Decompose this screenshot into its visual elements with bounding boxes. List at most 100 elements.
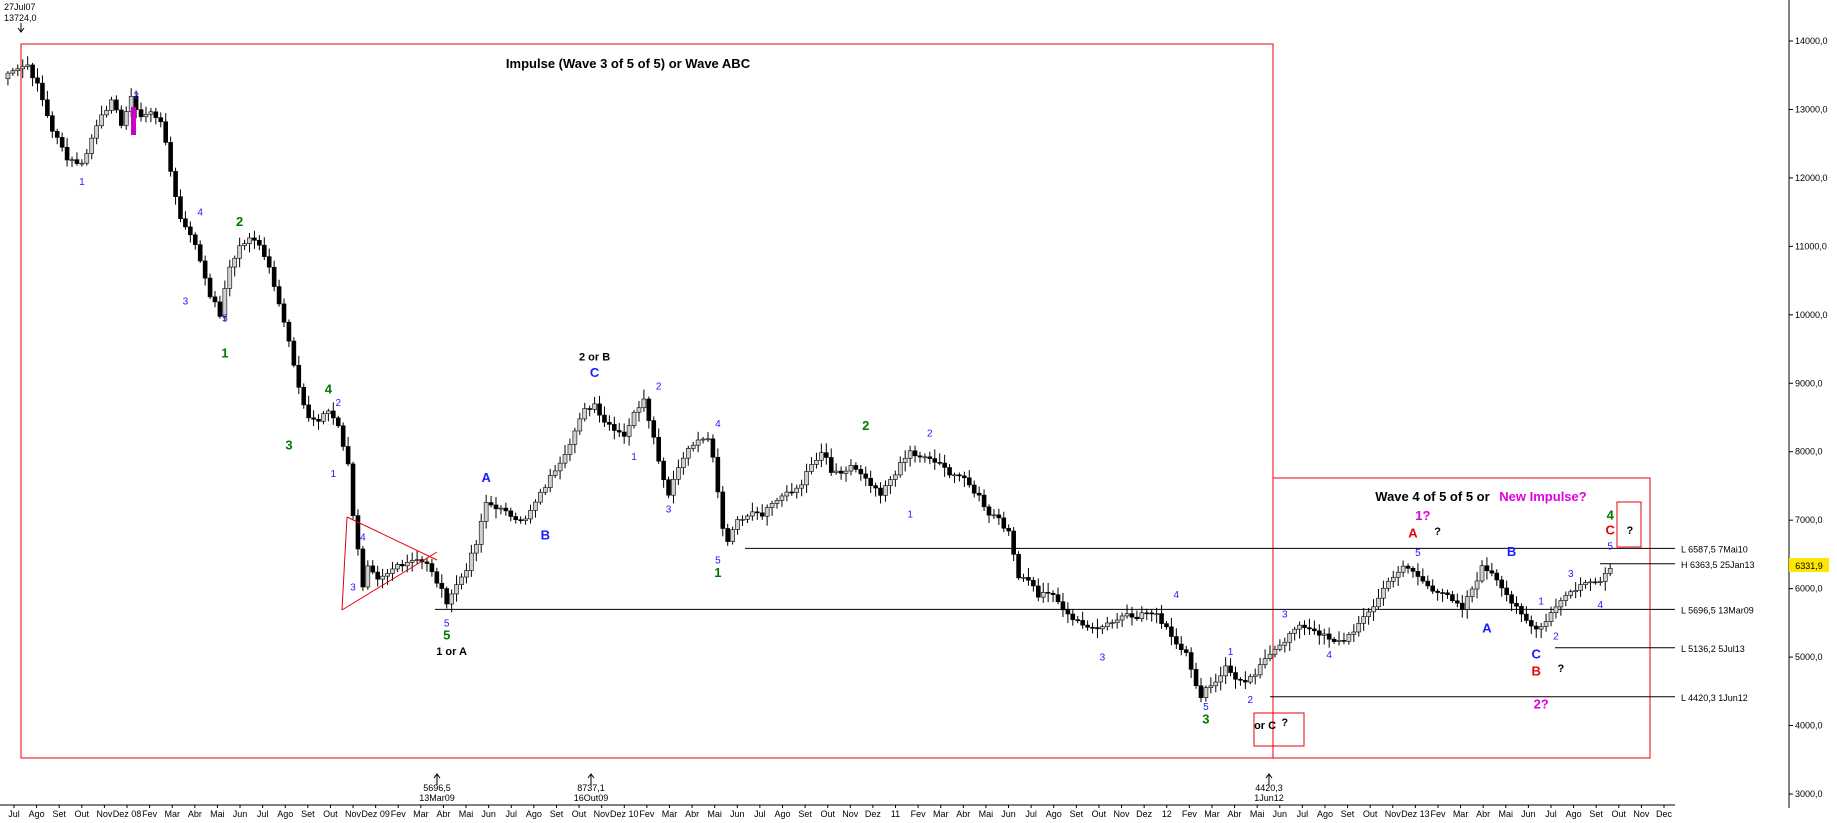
- candle-body: [1607, 568, 1613, 574]
- y-tick-label: 6000,0: [1795, 584, 1823, 594]
- bottom-value-2: 8737,1: [577, 783, 605, 793]
- candle-body: [518, 519, 523, 521]
- candle-body: [1489, 570, 1495, 574]
- candle-body: [814, 459, 819, 465]
- y-tick-label: 12000,0: [1795, 173, 1828, 183]
- candles: [5, 56, 1613, 703]
- candle-body: [286, 321, 292, 342]
- x-tick-label: Nov: [1633, 809, 1650, 819]
- candle-body: [1238, 678, 1243, 681]
- x-tick-label: Nov: [594, 809, 611, 819]
- x-tick-label: Nov: [345, 809, 362, 819]
- wave-label: 1?: [1415, 508, 1430, 523]
- x-tick-label: Dez 10: [610, 809, 639, 819]
- wave4c-box: [1616, 501, 1642, 548]
- candle-body: [488, 502, 494, 506]
- candle-body: [1415, 571, 1421, 577]
- x-tick-label: Nov: [1385, 809, 1402, 819]
- wave-label: B: [1532, 664, 1541, 679]
- x-tick-label: Jun: [730, 809, 745, 819]
- candle-body: [395, 564, 400, 570]
- wave-label: 2: [236, 214, 243, 229]
- candle-body: [266, 256, 272, 268]
- candle-body: [1193, 669, 1199, 687]
- candle-body: [1262, 658, 1268, 665]
- candle-body: [1583, 582, 1588, 585]
- top-date: 27Jul07: [4, 2, 36, 12]
- x-tick-label: Jul: [257, 809, 269, 819]
- candle-body: [1114, 619, 1120, 623]
- candle-body: [498, 507, 504, 510]
- candle-body: [1154, 613, 1159, 615]
- candle-body: [1065, 609, 1071, 615]
- wave-label: 2: [1553, 631, 1559, 642]
- or-c-box: [1253, 712, 1305, 747]
- x-tick-label: Mar: [1204, 809, 1220, 819]
- candle-body: [720, 491, 726, 529]
- candle-body: [454, 584, 459, 595]
- x-tick-label: Out: [75, 809, 90, 819]
- candle-body: [897, 462, 903, 476]
- x-tick-label: Out: [572, 809, 587, 819]
- candle-body: [291, 340, 297, 366]
- candle-body: [261, 244, 267, 257]
- candle-body: [1351, 631, 1357, 635]
- candle-body: [1514, 602, 1519, 607]
- wave-label: ?: [1281, 717, 1288, 729]
- x-tick-label: Mar: [662, 809, 678, 819]
- candle-body: [937, 462, 943, 464]
- candle-body: [1055, 594, 1061, 603]
- candle-body: [1573, 590, 1578, 592]
- wave-label: 3: [1282, 609, 1288, 620]
- bottom-arrow-2: [587, 773, 595, 785]
- candle-body: [1366, 611, 1371, 617]
- x-tick-label: Jun: [1272, 809, 1287, 819]
- candle-body: [84, 153, 90, 164]
- y-tick-label: 11000,0: [1795, 241, 1827, 251]
- candle-body: [819, 452, 824, 461]
- candle-body: [429, 563, 435, 573]
- wave-label: 1 or A: [436, 646, 467, 658]
- candle-body: [1509, 594, 1514, 604]
- wave-label: ?: [1558, 663, 1565, 675]
- candle-body: [192, 234, 198, 245]
- wave-label: 4: [1326, 650, 1332, 661]
- candle-body: [183, 218, 188, 228]
- wave-label: 1: [631, 452, 637, 463]
- candle-body: [1317, 630, 1322, 636]
- x-tick-label: Jun: [233, 809, 248, 819]
- x-tick-label: Ago: [526, 809, 542, 819]
- x-tick-label: Ago: [1317, 809, 1333, 819]
- candle-body: [1563, 595, 1569, 601]
- x-tick-label: Jun: [481, 809, 496, 819]
- candle-body: [769, 503, 775, 508]
- candle-body: [1593, 581, 1598, 584]
- wave-label: 2: [133, 91, 139, 102]
- candle-body: [30, 64, 35, 79]
- box1-title: Impulse (Wave 3 of 5 of 5) or Wave ABC: [506, 56, 751, 71]
- candle-body: [962, 475, 967, 479]
- candle-body: [1213, 681, 1219, 687]
- candle-body: [1504, 587, 1509, 595]
- x-tick-label: Abr: [1228, 809, 1242, 819]
- x-tick-label: Jul: [1545, 809, 1557, 819]
- x-tick-label: Mai: [707, 809, 722, 819]
- candle-body: [513, 516, 519, 520]
- candle-body: [390, 568, 395, 574]
- candle-body: [1400, 565, 1406, 573]
- bottom-marker-2: 8737,1 16Out09: [574, 773, 608, 803]
- x-tick-label: Out: [1092, 809, 1107, 819]
- candle-body: [104, 110, 109, 116]
- candle-body: [740, 519, 745, 521]
- candle-body: [1070, 613, 1076, 621]
- candle-body: [464, 570, 469, 578]
- x-tick-label: Abr: [956, 809, 970, 819]
- candle-body: [1243, 679, 1248, 683]
- x-tick-label: Mar: [164, 809, 180, 819]
- wave-label: 5: [715, 555, 721, 566]
- candle-body: [222, 288, 228, 317]
- candle-body: [163, 121, 168, 143]
- box2-title: Wave 4 of 5 of 5 or New Impulse?: [1375, 489, 1586, 504]
- wave-label: 2?: [1534, 696, 1549, 711]
- wave-label: A: [481, 470, 491, 485]
